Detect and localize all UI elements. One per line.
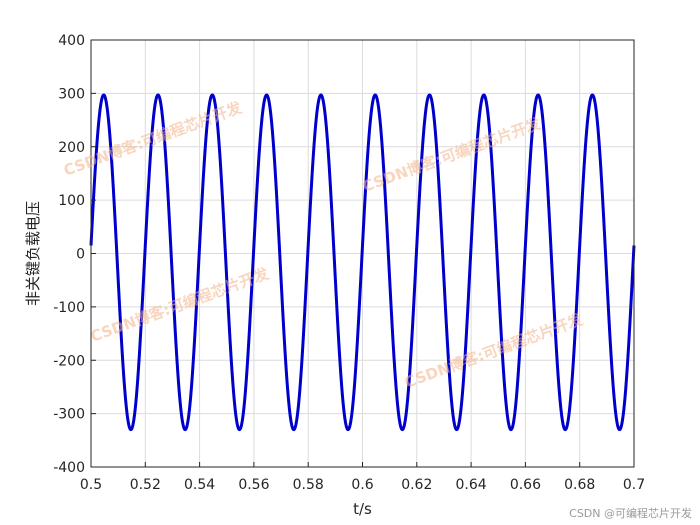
y-tick-label: 100 — [58, 193, 85, 209]
x-tick-label: 0.7 — [623, 477, 645, 493]
x-tick-label: 0.6 — [351, 477, 373, 493]
x-tick-label: 0.5 — [80, 477, 102, 493]
x-tick-label: 0.64 — [456, 477, 487, 493]
y-tick-label: 300 — [58, 86, 85, 102]
x-tick-label: 0.56 — [238, 477, 269, 493]
credit-text: CSDN @可编程芯片开发 — [569, 507, 692, 520]
y-tick-label: -100 — [53, 300, 85, 316]
y-tick-label: 200 — [58, 140, 85, 156]
y-tick-label: -200 — [53, 353, 85, 369]
y-tick-label: -300 — [53, 407, 85, 423]
x-axis-label: t/s — [353, 500, 372, 518]
x-tick-label: 0.68 — [564, 477, 595, 493]
y-axis-label: 非关键负载电压 — [24, 201, 42, 306]
series-line — [89, 93, 636, 432]
x-tick-label: 0.58 — [293, 477, 324, 493]
watermark-text: CSDN博客:可编程芯片开发 — [360, 114, 544, 196]
x-tick-label: 0.62 — [401, 477, 432, 493]
y-tick-label: 0 — [76, 247, 85, 263]
y-tick-label: 400 — [58, 33, 85, 49]
watermark-text: CSDN博客:可编程芯片开发 — [88, 264, 272, 346]
axis-ticks: 0.5 0.52 0.54 0.56 0.58 0.6 0.62 0.64 0.66 0.68 0.… — [53, 33, 645, 493]
x-tick-label: 0.54 — [184, 477, 215, 493]
y-tick-label: -400 — [53, 460, 85, 476]
x-tick-label: 0.52 — [130, 477, 161, 493]
x-tick-label: 0.66 — [510, 477, 541, 493]
